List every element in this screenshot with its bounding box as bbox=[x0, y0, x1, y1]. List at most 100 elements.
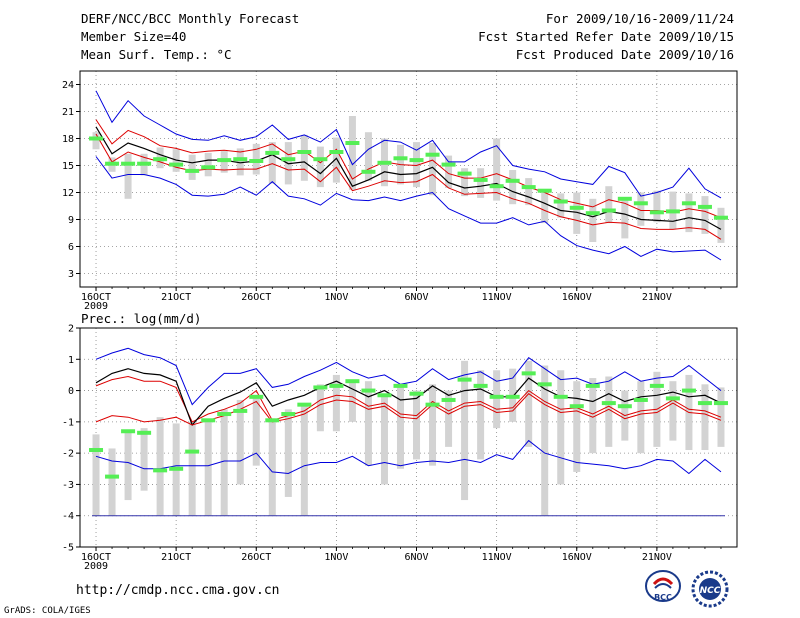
prec-observed-marker bbox=[489, 394, 504, 399]
temp-xtick-label: 16OCT bbox=[81, 292, 111, 303]
prec-observed-marker bbox=[553, 394, 568, 399]
prec-ytick-label: -3 bbox=[62, 480, 74, 491]
temp-series-max-line bbox=[95, 90, 722, 199]
temp-observed-marker bbox=[665, 209, 680, 214]
temp-plot-frame bbox=[79, 70, 738, 288]
temp-spread-box bbox=[445, 155, 453, 188]
prec-spread-box bbox=[669, 381, 677, 441]
prec-xtick-label: 2009 bbox=[84, 561, 108, 572]
temp-ytick-label: 15 bbox=[62, 161, 74, 172]
temp-spread-box bbox=[525, 178, 533, 206]
temp-spread-box bbox=[364, 132, 372, 181]
temp-observed-marker bbox=[649, 210, 664, 215]
prec-xtick-label: 6NOV bbox=[404, 552, 428, 563]
temp-observed-marker bbox=[281, 157, 296, 162]
prec-ytick-label: -4 bbox=[62, 511, 74, 522]
temp-ytick-label: 3 bbox=[68, 269, 74, 280]
temp-xtick-label: 21OCT bbox=[161, 292, 191, 303]
prec-observed-marker bbox=[681, 388, 696, 393]
temp-observed-marker bbox=[265, 150, 280, 155]
temp-observed-marker bbox=[249, 159, 264, 163]
prec-ytick-label: -2 bbox=[62, 449, 74, 460]
prec-spread-box bbox=[413, 390, 421, 460]
bcc-logo: BCC bbox=[645, 570, 681, 602]
prec-observed-marker bbox=[585, 383, 600, 388]
prec-spread-box bbox=[557, 370, 565, 485]
temp-spread-box bbox=[557, 193, 565, 218]
prec-observed-marker bbox=[601, 401, 616, 406]
prec-observed-marker bbox=[185, 449, 200, 454]
prec-spread-box bbox=[204, 420, 212, 516]
prec-xtick-label: 16OCT bbox=[81, 552, 111, 563]
prec-observed-marker bbox=[521, 371, 536, 376]
prec-spread-box bbox=[236, 399, 244, 485]
temp-observed-marker bbox=[457, 171, 472, 176]
temp-spread-box bbox=[477, 168, 485, 198]
temp-xtick-label: 21NOV bbox=[642, 292, 672, 303]
prec-series-min-line bbox=[95, 439, 722, 475]
prec-observed-marker bbox=[377, 393, 392, 398]
temp-observed-marker bbox=[89, 136, 104, 141]
prec-observed-marker bbox=[121, 429, 136, 434]
temp-spread-box bbox=[429, 143, 437, 196]
temp-observed-marker bbox=[201, 165, 216, 170]
temp-xtick-label: 2009 bbox=[84, 301, 108, 312]
temp-spread-box bbox=[236, 148, 244, 176]
temp-spread-box bbox=[717, 207, 725, 243]
temp-spread-box bbox=[461, 168, 469, 197]
prec-spread-box bbox=[316, 384, 324, 432]
temp-spread-box bbox=[653, 190, 661, 223]
temp-observed-marker bbox=[217, 158, 232, 163]
prec-spread-box bbox=[332, 374, 340, 432]
prec-observed-marker bbox=[313, 385, 328, 390]
prec-observed-marker bbox=[457, 377, 472, 382]
prec-spread-box bbox=[220, 409, 228, 516]
prec-spread-box bbox=[637, 381, 645, 454]
prec-spread-box bbox=[605, 376, 613, 447]
temp-observed-marker bbox=[425, 152, 440, 157]
temp-spread-box bbox=[188, 154, 196, 180]
prec-observed-marker bbox=[233, 408, 248, 413]
ncc-logo: NCC bbox=[691, 570, 729, 608]
temp-observed-marker bbox=[585, 211, 600, 216]
source-url[interactable]: http://cmdp.ncc.cma.gov.cn bbox=[76, 583, 280, 598]
temp-series-min-line bbox=[95, 156, 722, 261]
prec-spread-box bbox=[140, 428, 148, 491]
prec-observed-marker bbox=[665, 396, 680, 401]
temp-observed-marker bbox=[121, 161, 136, 166]
prec-series-max-line bbox=[95, 347, 722, 406]
temp-spread-box bbox=[589, 198, 597, 242]
prec-spread-box bbox=[525, 360, 533, 447]
prec-spread-box bbox=[156, 417, 164, 516]
prec-observed-marker bbox=[153, 468, 168, 473]
prec-observed-marker bbox=[297, 402, 312, 407]
prec-xtick-label: 21NOV bbox=[642, 552, 672, 563]
temp-observed-marker bbox=[377, 160, 392, 165]
temp-spread-box bbox=[701, 196, 709, 234]
temp-series-mean-line bbox=[95, 126, 722, 230]
temp-series-upper-line bbox=[95, 119, 722, 219]
prec-observed-marker bbox=[265, 418, 280, 423]
temp-ytick-label: 24 bbox=[62, 80, 74, 91]
prec-observed-marker bbox=[249, 394, 264, 399]
prec-observed-marker bbox=[617, 404, 632, 409]
temp-spread-box bbox=[637, 192, 645, 226]
grads-credit: GrADS: COLA/IGES bbox=[4, 606, 91, 616]
prec-spread-box bbox=[477, 370, 485, 460]
prec-spread-box bbox=[493, 370, 501, 429]
temp-xtick-label: 11NOV bbox=[482, 292, 512, 303]
temp-spread-box bbox=[605, 186, 613, 224]
prec-observed-marker bbox=[393, 383, 408, 388]
prec-ytick-label: 1 bbox=[68, 355, 74, 366]
temp-spread-box bbox=[300, 134, 308, 181]
prec-spread-box bbox=[573, 381, 581, 472]
prec-observed-marker bbox=[633, 397, 648, 402]
prec-spread-box bbox=[268, 420, 276, 516]
temp-observed-marker bbox=[473, 177, 488, 182]
temp-spread-box bbox=[413, 142, 421, 188]
temp-observed-marker bbox=[553, 199, 568, 204]
temp-spread-box bbox=[573, 192, 581, 234]
